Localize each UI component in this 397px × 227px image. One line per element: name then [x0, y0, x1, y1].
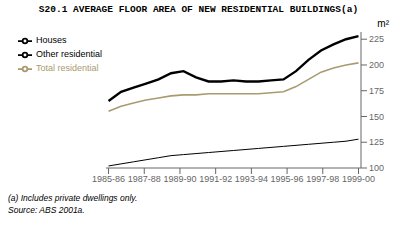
svg-text:200: 200	[369, 60, 384, 70]
svg-text:1989-90: 1989-90	[163, 174, 196, 184]
svg-text:1993-94: 1993-94	[235, 174, 268, 184]
svg-text:1991-92: 1991-92	[199, 174, 232, 184]
svg-text:100: 100	[369, 163, 384, 173]
svg-text:175: 175	[369, 86, 384, 96]
html-text:Houses: Houses	[36, 35, 67, 46]
svg-text:125: 125	[369, 137, 384, 147]
svg-text:150: 150	[369, 112, 384, 122]
html-text:(a) Includes private dwellings: (a) Includes private dwellings only.	[8, 193, 138, 203]
svg-text:1985-86: 1985-86	[92, 174, 125, 184]
html-text:S20.1 AVERAGE FLOOR AREA OF NE: S20.1 AVERAGE FLOOR AREA OF NEW RESIDENT…	[38, 4, 359, 15]
html-text:Other residential: Other residential	[36, 49, 102, 60]
svg-text:225: 225	[369, 34, 384, 44]
svg-text:1995-96: 1995-96	[271, 174, 304, 184]
html-text:m²: m²	[377, 18, 389, 29]
svg-text:1999-00: 1999-00	[342, 174, 375, 184]
svg-text:1987-88: 1987-88	[128, 174, 161, 184]
html-text:Source: ABS 2001a.: Source: ABS 2001a.	[8, 205, 85, 215]
svg-text:1997-98: 1997-98	[306, 174, 339, 184]
html-text:Total residential: Total residential	[36, 63, 99, 74]
